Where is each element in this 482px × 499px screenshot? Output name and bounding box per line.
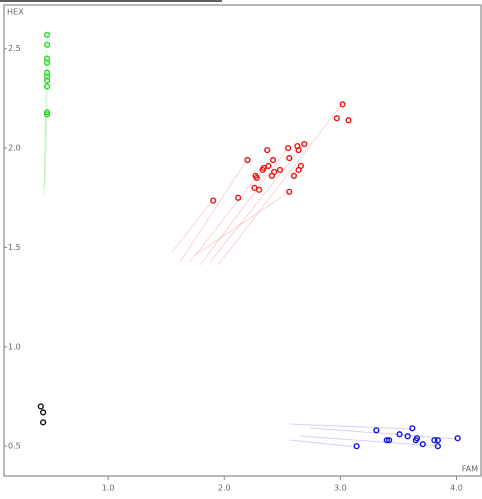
y-tick-label: 1.0 — [8, 342, 21, 351]
y-axis-label: HEX — [7, 8, 24, 17]
point — [413, 435, 421, 442]
point — [286, 188, 293, 195]
point — [43, 31, 51, 38]
point — [297, 162, 304, 170]
point — [301, 141, 308, 148]
x-tick-label: 2.0 — [218, 484, 231, 493]
point — [43, 77, 51, 84]
y-tick-label: 2.0 — [8, 144, 21, 153]
point — [43, 111, 51, 118]
point — [269, 156, 277, 164]
point — [43, 41, 51, 48]
x-tick-label: 1.0 — [102, 484, 115, 493]
point — [295, 146, 302, 154]
point — [235, 194, 242, 201]
point — [210, 197, 217, 204]
point — [404, 433, 411, 440]
point — [353, 443, 360, 450]
point — [434, 437, 441, 444]
x-tick-label: 4.0 — [450, 484, 463, 493]
point — [43, 109, 51, 116]
point — [333, 115, 340, 122]
point — [264, 146, 271, 154]
point — [255, 186, 263, 193]
tails — [43, 32, 458, 448]
point — [383, 437, 390, 444]
point — [40, 409, 47, 416]
point — [286, 154, 293, 162]
x-axis-label: FAM — [462, 465, 478, 474]
point — [345, 117, 352, 124]
point — [43, 59, 51, 66]
point — [409, 425, 416, 432]
point — [265, 162, 272, 170]
point — [43, 55, 51, 62]
point — [276, 166, 284, 174]
point — [37, 403, 44, 410]
point — [43, 73, 51, 80]
point — [434, 443, 441, 450]
point — [454, 435, 461, 442]
point — [290, 172, 298, 180]
point — [40, 419, 47, 426]
plot-frame — [3, 4, 482, 477]
y-tick-label: 1.5 — [8, 243, 21, 252]
point — [396, 431, 403, 438]
y-tick-label: 0.5 — [8, 442, 21, 451]
point — [419, 441, 426, 448]
point — [373, 427, 380, 434]
point — [253, 174, 260, 181]
point — [43, 83, 51, 90]
point — [431, 437, 438, 444]
x-tick-label: 3.0 — [334, 484, 347, 493]
point — [271, 168, 278, 176]
point — [43, 69, 51, 76]
point — [244, 156, 251, 164]
point — [339, 101, 346, 108]
y-tick-label: 2.5 — [8, 44, 21, 53]
point — [285, 144, 292, 152]
point — [386, 437, 393, 444]
